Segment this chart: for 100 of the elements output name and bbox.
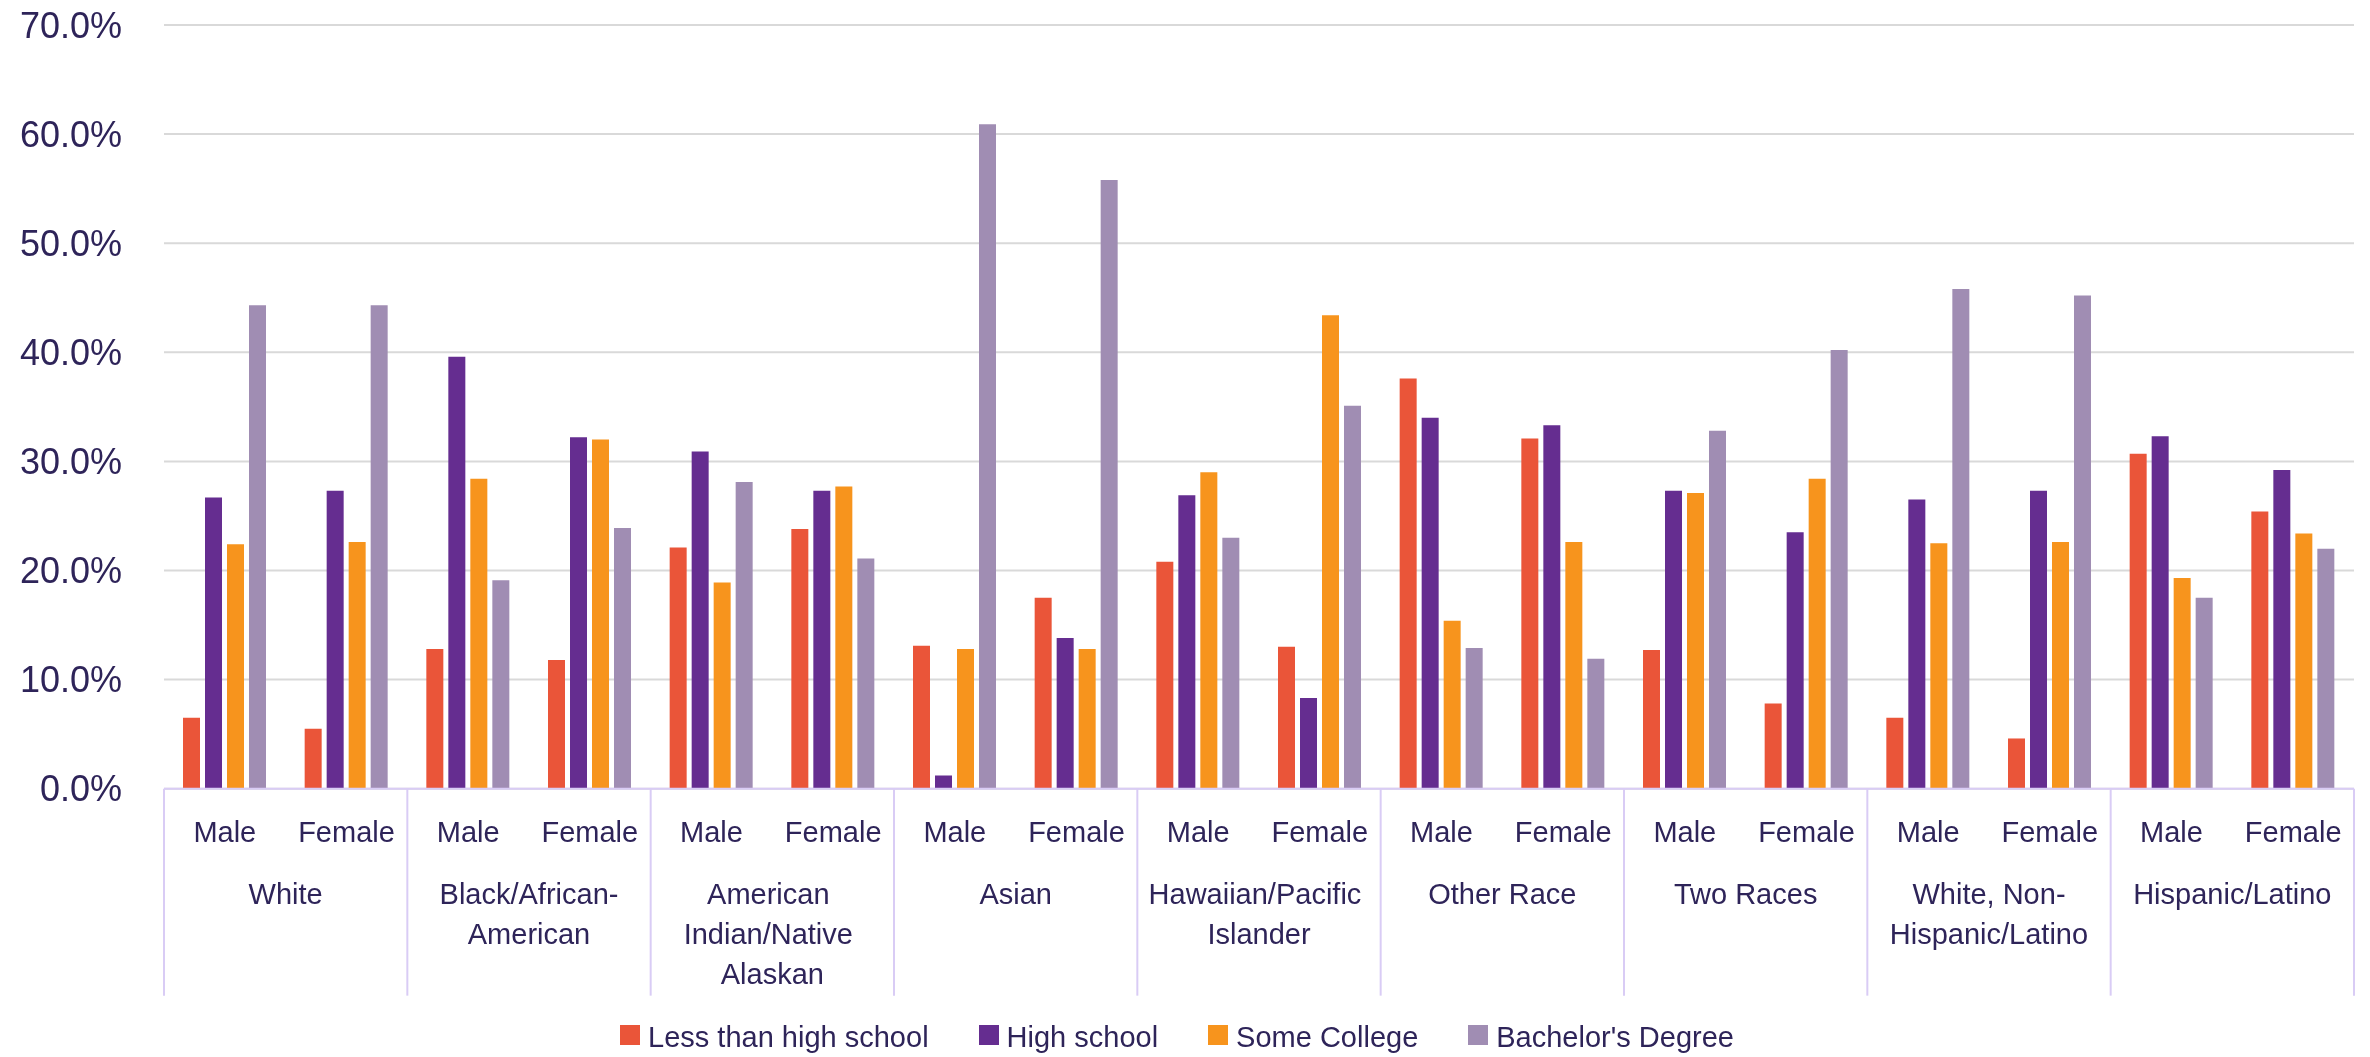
bar	[370, 305, 388, 789]
bar	[1156, 561, 1174, 789]
bar	[1687, 493, 1704, 789]
bar	[1587, 658, 1605, 789]
bar	[1222, 537, 1240, 789]
bar	[1200, 472, 1218, 789]
text: Black/African-American	[439, 877, 619, 950]
bar	[2030, 490, 2047, 789]
x-tick-label: Female	[1514, 815, 1612, 848]
legend-label: Less than high school	[648, 1021, 929, 1053]
bar	[1322, 315, 1339, 789]
bar	[1178, 495, 1196, 789]
legend-label: Bachelor's Degree	[1496, 1021, 1734, 1053]
bar	[205, 497, 222, 789]
x-tick-label: Female	[2001, 815, 2099, 848]
text: White	[248, 877, 323, 910]
x-tick-label: Female	[2244, 815, 2342, 848]
bar	[669, 547, 687, 789]
legend-label: High school	[1006, 1021, 1159, 1053]
x-tick-label: Male	[2140, 815, 2203, 848]
text: Hispanic/Latino	[2133, 877, 2332, 910]
bar	[857, 558, 875, 789]
bar	[1521, 438, 1539, 789]
bar	[979, 124, 996, 789]
x-tick-label: Female	[1028, 815, 1125, 848]
text: Hawaiian/Pacific Islander	[1148, 877, 1370, 950]
bar	[2074, 295, 2091, 789]
bar	[957, 649, 974, 789]
bar	[1056, 638, 1074, 789]
bar	[1952, 289, 1970, 789]
bar	[1908, 499, 1926, 789]
x-tick-label: Female	[298, 815, 395, 848]
x-tick-label: Female	[784, 815, 882, 848]
x-tick-label: Male	[1653, 815, 1717, 848]
bar	[735, 482, 753, 789]
y-tick-label: 50.0%	[19, 222, 122, 264]
bar	[326, 490, 344, 789]
bar	[713, 582, 731, 789]
bar	[448, 356, 466, 789]
bar	[791, 529, 809, 789]
text: Two Races	[1673, 877, 1818, 910]
bar	[813, 490, 831, 789]
x-tick-label: Male	[1166, 815, 1230, 848]
bar	[1078, 649, 1096, 789]
bar	[1565, 542, 1583, 789]
y-tick-label: 30.0%	[19, 441, 122, 483]
bar	[1830, 350, 1848, 789]
bar	[2295, 533, 2313, 789]
x-tick-label: Male	[193, 815, 257, 848]
bar	[1808, 478, 1826, 789]
bar	[1886, 717, 1904, 789]
bar	[1543, 425, 1561, 789]
bar	[249, 305, 266, 789]
bar	[426, 649, 444, 789]
text: American Indian/Native Alaskan	[683, 877, 861, 990]
bar	[1300, 698, 1317, 789]
bar	[1643, 650, 1660, 789]
bar	[1100, 179, 1118, 789]
bar	[2317, 548, 2335, 789]
bar	[548, 659, 565, 789]
x-tick-label: Female	[1271, 815, 1369, 848]
bar	[1465, 647, 1483, 789]
bar	[183, 717, 200, 789]
text: White, Non-Hispanic/Latino	[1889, 877, 2089, 950]
legend-label: Some College	[1236, 1021, 1419, 1053]
bar	[1421, 417, 1439, 789]
bar	[1930, 543, 1948, 789]
bar	[1709, 430, 1726, 789]
bar	[348, 542, 366, 789]
x-tick-label: Female	[1758, 815, 1855, 848]
y-tick-label: 60.0%	[19, 113, 122, 155]
bar	[1764, 703, 1782, 789]
bar	[835, 486, 853, 789]
bar	[1665, 490, 1682, 789]
x-tick-label: Male	[923, 815, 987, 848]
bar	[2173, 578, 2191, 789]
bar	[592, 439, 609, 789]
x-tick-label: Female	[541, 815, 639, 848]
x-tick-label: Male	[436, 815, 500, 848]
bar	[1278, 646, 1295, 789]
bar	[227, 544, 244, 789]
bar	[1399, 378, 1417, 789]
y-tick-label: 40.0%	[19, 332, 122, 374]
y-tick-label: 70.0%	[19, 4, 122, 46]
bar	[570, 437, 587, 789]
text: Other Race	[1428, 877, 1577, 910]
bar	[614, 527, 631, 789]
x-tick-label: Male	[1410, 815, 1473, 848]
bar	[691, 451, 709, 789]
bar	[470, 478, 488, 789]
text: Asian	[979, 877, 1052, 910]
bar	[935, 775, 952, 789]
y-tick-label: 0.0%	[39, 768, 122, 810]
bar	[2052, 542, 2069, 789]
bar	[1443, 620, 1461, 789]
bar	[1034, 597, 1052, 789]
bar	[913, 645, 930, 789]
bar	[2251, 511, 2269, 789]
x-tick-label: Male	[1896, 815, 1960, 848]
x-tick-label: Male	[680, 815, 743, 848]
